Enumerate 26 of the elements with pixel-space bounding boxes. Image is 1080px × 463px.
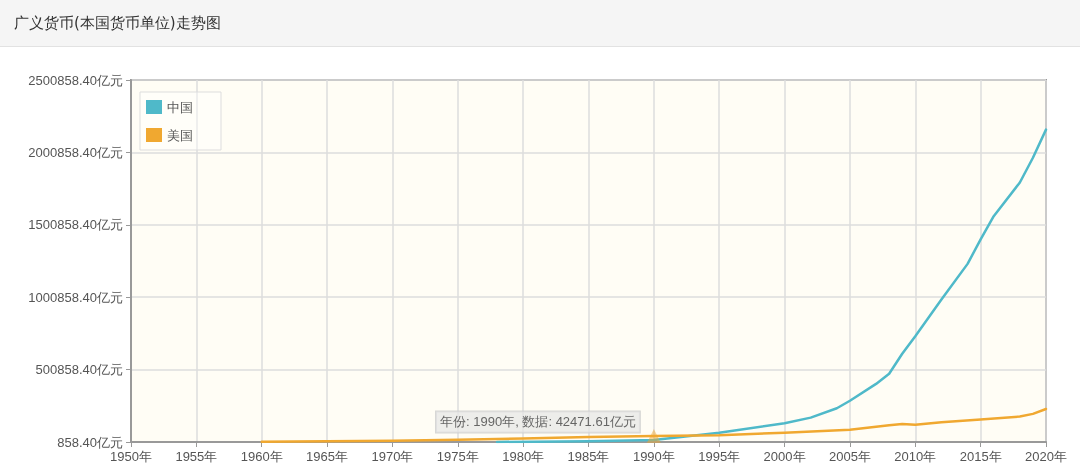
y-tick-label: 500858.40亿元 [35, 362, 123, 378]
x-tick-label: 1990年 [632, 449, 675, 463]
y-tick-label: 2000858.40亿元 [28, 144, 123, 160]
x-tick-label: 1985年 [567, 449, 610, 463]
x-tick-label: 2010年 [894, 449, 937, 463]
line-series [260, 407, 1048, 443]
chart-title: 广义货币(本国货币单位)走势图 [0, 0, 1080, 47]
x-tick-label: 1995年 [698, 449, 741, 463]
y-tick-label: 1500858.40亿元 [28, 217, 123, 233]
x-tick-label: 1975年 [436, 449, 479, 463]
x-tick-label: 1955年 [175, 449, 218, 463]
x-tick-label: 1970年 [371, 449, 414, 463]
x-tick-label: 2000年 [763, 449, 806, 463]
x-tick-label: 1965年 [306, 449, 349, 463]
x-tick-label: 2005年 [828, 449, 871, 463]
x-tick-label: 2015年 [959, 449, 1002, 463]
y-tick-label: 2500858.40亿元 [28, 72, 123, 88]
x-tick-label: 2020年 [1025, 449, 1067, 463]
legend-label: 中国 [167, 99, 193, 115]
x-tick-label: 1960年 [240, 449, 283, 463]
x-tick-label: 1980年 [502, 449, 545, 463]
annotation: 年份: 1990年, 数据: 42471.61亿元 [440, 414, 636, 430]
y-tick-label: 1000858.40亿元 [28, 289, 123, 305]
x-tick-label: 1950年 [110, 449, 152, 463]
y-tick-label: 858.40亿元 [57, 434, 123, 450]
legend-label: 美国 [167, 127, 193, 143]
